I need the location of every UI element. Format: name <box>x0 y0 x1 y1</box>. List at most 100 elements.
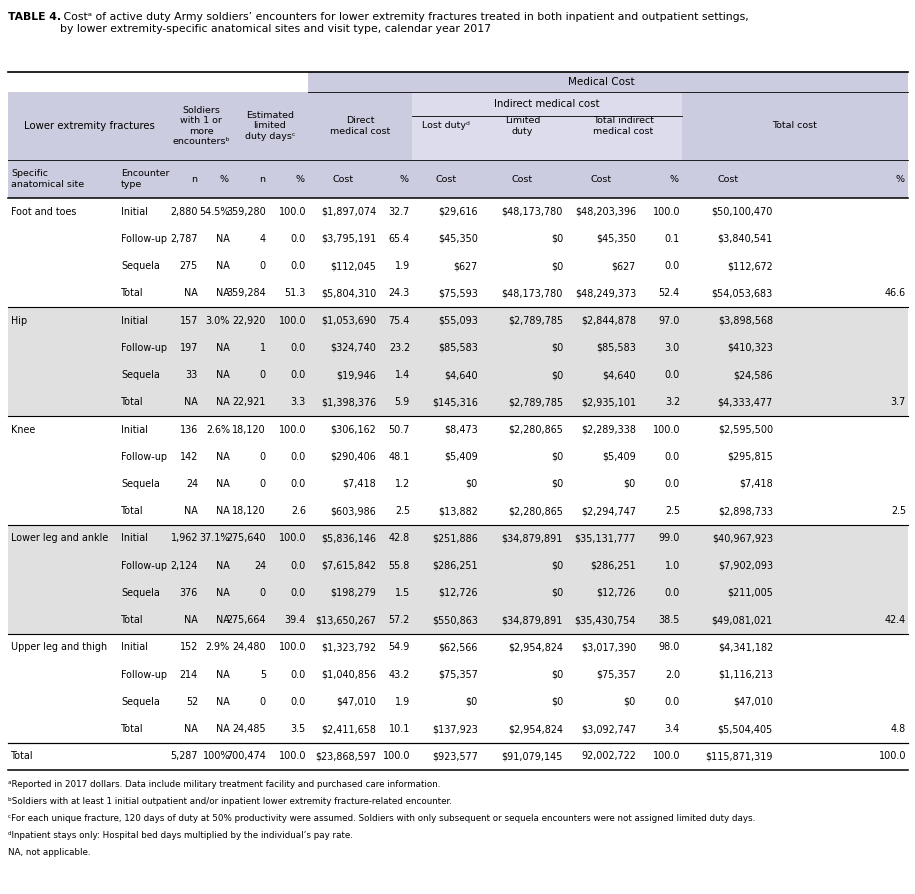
Text: $0: $0 <box>466 479 478 489</box>
Text: $35,430,754: $35,430,754 <box>575 615 636 625</box>
Text: $91,079,145: $91,079,145 <box>501 751 563 762</box>
Text: Total cost: Total cost <box>772 122 817 131</box>
Text: %: % <box>220 174 229 183</box>
Text: NA: NA <box>216 342 230 353</box>
Text: $0: $0 <box>551 370 563 380</box>
Text: $286,251: $286,251 <box>433 561 478 570</box>
Text: $4,341,182: $4,341,182 <box>718 643 773 653</box>
Text: 142: 142 <box>179 451 198 462</box>
Text: NA: NA <box>184 724 198 734</box>
Text: 0.0: 0.0 <box>291 479 306 489</box>
Text: 23.2: 23.2 <box>389 342 410 353</box>
Text: 2.5: 2.5 <box>395 506 410 516</box>
Text: 42.8: 42.8 <box>389 534 410 544</box>
Text: Total: Total <box>121 724 144 734</box>
Text: 48.1: 48.1 <box>389 451 410 462</box>
Text: $23,868,597: $23,868,597 <box>315 751 376 762</box>
Text: $211,005: $211,005 <box>727 588 773 598</box>
Text: 24: 24 <box>253 561 266 570</box>
Text: $1,323,792: $1,323,792 <box>321 643 376 653</box>
Text: 2.6%: 2.6% <box>206 425 230 434</box>
Text: 38.5: 38.5 <box>659 615 680 625</box>
Text: 2.6: 2.6 <box>291 506 306 516</box>
Text: 100.0: 100.0 <box>278 751 306 762</box>
Text: $324,740: $324,740 <box>330 342 376 353</box>
Text: 22,920: 22,920 <box>232 316 266 325</box>
Text: 1.9: 1.9 <box>394 697 410 707</box>
Bar <box>8 198 908 225</box>
Text: $295,815: $295,815 <box>727 451 773 462</box>
Text: $3,017,390: $3,017,390 <box>581 643 636 653</box>
Text: 275,664: 275,664 <box>227 615 266 625</box>
Text: $13,650,267: $13,650,267 <box>315 615 376 625</box>
Text: $112,045: $112,045 <box>330 261 376 271</box>
Text: 5.9: 5.9 <box>394 397 410 408</box>
Text: $2,294,747: $2,294,747 <box>581 506 636 516</box>
Text: NA: NA <box>216 397 230 408</box>
Text: 65.4: 65.4 <box>389 234 410 244</box>
Text: 0: 0 <box>260 588 266 598</box>
Text: $2,280,865: $2,280,865 <box>508 425 563 434</box>
Text: $29,616: $29,616 <box>438 207 478 216</box>
Text: Follow-up: Follow-up <box>121 234 167 244</box>
Text: $0: $0 <box>551 588 563 598</box>
Text: 0.0: 0.0 <box>291 234 306 244</box>
Text: Sequela: Sequela <box>121 261 160 271</box>
Text: $1,398,376: $1,398,376 <box>321 397 376 408</box>
Text: NA: NA <box>216 451 230 462</box>
Text: 2,880: 2,880 <box>170 207 198 216</box>
Text: Sequela: Sequela <box>121 370 160 380</box>
Text: $4,640: $4,640 <box>602 370 636 380</box>
Bar <box>8 92 908 160</box>
Text: $12,726: $12,726 <box>597 588 636 598</box>
Bar <box>8 661 908 688</box>
Text: 0: 0 <box>260 261 266 271</box>
Text: NA: NA <box>184 289 198 299</box>
Text: 24.3: 24.3 <box>389 289 410 299</box>
Bar <box>308 72 908 92</box>
Text: 100.0: 100.0 <box>382 751 410 762</box>
Text: $550,863: $550,863 <box>432 615 478 625</box>
Text: 376: 376 <box>179 588 198 598</box>
Text: 359,284: 359,284 <box>226 289 266 299</box>
Text: 3.7: 3.7 <box>890 397 906 408</box>
Text: 98.0: 98.0 <box>659 643 680 653</box>
Text: Lower leg and ankle: Lower leg and ankle <box>11 534 108 544</box>
Text: 700,474: 700,474 <box>226 751 266 762</box>
Text: 50.7: 50.7 <box>389 425 410 434</box>
Bar <box>8 252 908 280</box>
Text: 136: 136 <box>179 425 198 434</box>
Text: $2,789,785: $2,789,785 <box>508 316 563 325</box>
Text: 157: 157 <box>179 316 198 325</box>
Text: 0.0: 0.0 <box>665 479 680 489</box>
Text: $5,409: $5,409 <box>445 451 478 462</box>
Text: 2,124: 2,124 <box>170 561 198 570</box>
Text: $4,640: $4,640 <box>445 370 478 380</box>
Text: $2,954,824: $2,954,824 <box>508 724 563 734</box>
Text: Sequela: Sequela <box>121 588 160 598</box>
Text: 51.3: 51.3 <box>285 289 306 299</box>
Text: 214: 214 <box>179 670 198 679</box>
Text: 52: 52 <box>186 697 198 707</box>
Text: $34,879,891: $34,879,891 <box>501 534 563 544</box>
Text: $0: $0 <box>466 697 478 707</box>
Text: 42.4: 42.4 <box>885 615 906 625</box>
Bar <box>8 334 908 361</box>
Text: 0.0: 0.0 <box>291 261 306 271</box>
Text: $2,844,878: $2,844,878 <box>581 316 636 325</box>
Text: $1,116,213: $1,116,213 <box>718 670 773 679</box>
Text: $2,280,865: $2,280,865 <box>508 506 563 516</box>
Text: $0: $0 <box>551 234 563 244</box>
Text: 275: 275 <box>179 261 198 271</box>
Text: $85,583: $85,583 <box>597 342 636 353</box>
Text: Medical Cost: Medical Cost <box>568 77 635 87</box>
Text: TABLE 4.: TABLE 4. <box>8 12 61 22</box>
Text: $3,795,191: $3,795,191 <box>321 234 376 244</box>
Text: 0.0: 0.0 <box>665 588 680 598</box>
Text: 43.2: 43.2 <box>389 670 410 679</box>
Text: Follow-up: Follow-up <box>121 342 167 353</box>
Text: $3,840,541: $3,840,541 <box>717 234 773 244</box>
Text: Indirect medical cost: Indirect medical cost <box>494 99 600 109</box>
Text: Cost: Cost <box>511 174 533 183</box>
Text: $2,935,101: $2,935,101 <box>581 397 636 408</box>
